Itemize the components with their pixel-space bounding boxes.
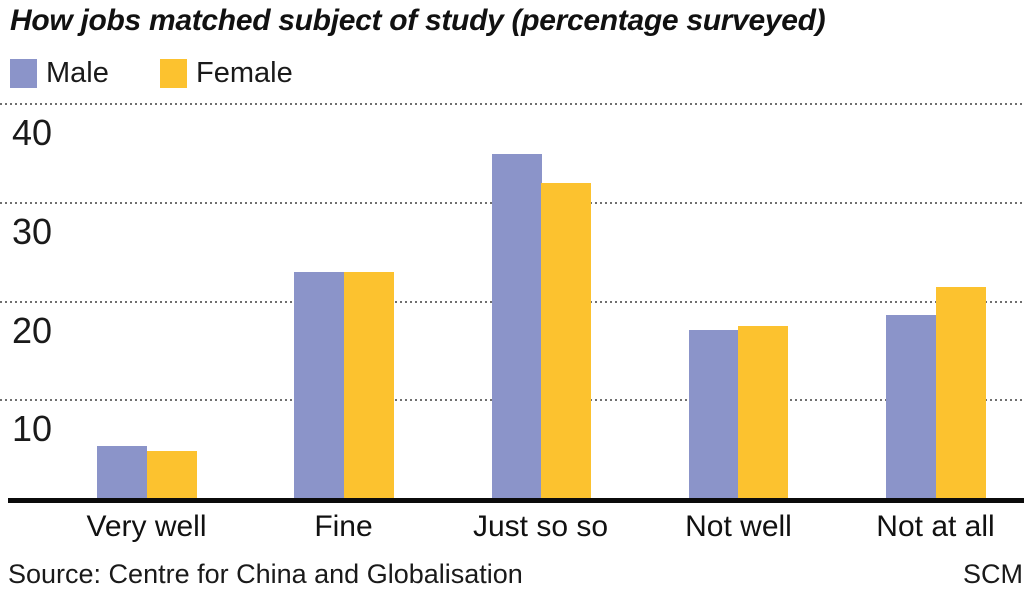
- category-label-not-well: Not well: [685, 510, 792, 543]
- male-bar-just-so-so: [492, 154, 542, 499]
- legend-label-male: Male: [46, 57, 109, 89]
- male-bar-very-well: [97, 446, 147, 499]
- category-label-fine: Fine: [314, 510, 373, 543]
- female-bar-very-well: [147, 451, 197, 499]
- y-tick-label-20: 20: [12, 309, 53, 351]
- female-bar-just-so-so: [541, 183, 591, 499]
- female-color-swatch: [160, 59, 187, 88]
- category-label-just-so-so: Just so so: [472, 510, 609, 543]
- female-bar-fine: [344, 272, 394, 499]
- legend: Male Female: [10, 57, 1014, 89]
- female-bar-not-well: [738, 326, 788, 499]
- credit-text: SCM: [963, 559, 1023, 589]
- male-color-swatch: [10, 59, 37, 88]
- y-tick-label-30: 30: [12, 210, 53, 252]
- category-label-very-well: Very well: [86, 510, 207, 543]
- legend-item-male: Male: [10, 57, 109, 90]
- male-bar-not-at-all: [886, 315, 936, 499]
- legend-item-female: Female: [160, 57, 293, 90]
- y-tick-label-40: 40: [12, 112, 53, 153]
- category-label-not-at-all: Not at all: [876, 510, 995, 543]
- chart-title: How jobs matched subject of study (perce…: [10, 4, 826, 37]
- female-bar-not-at-all: [936, 287, 986, 499]
- x-axis-line: [8, 498, 1024, 503]
- male-bar-fine: [294, 272, 344, 499]
- male-bar-not-well: [689, 330, 739, 499]
- source-text: Source: Centre for China and Globalisati…: [8, 559, 523, 589]
- gridline-40: [0, 103, 1024, 105]
- y-tick-label-10: 10: [12, 408, 53, 450]
- legend-label-female: Female: [196, 57, 293, 89]
